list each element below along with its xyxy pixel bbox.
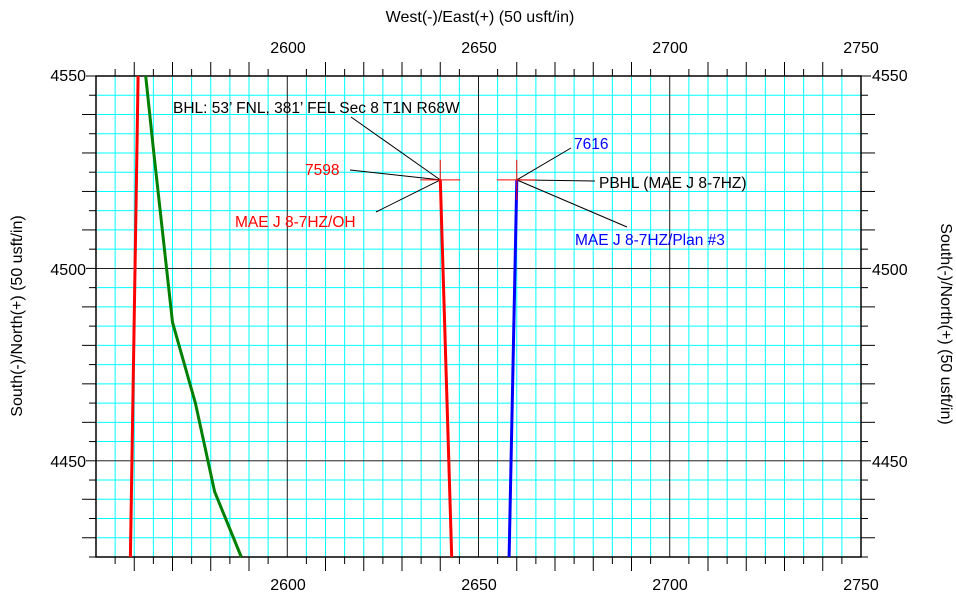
green-offset-well-line: [144, 75, 243, 558]
red-mae-j-oh-line: [438, 179, 454, 558]
x-tick-top-2600: 2600: [270, 40, 306, 57]
y-tick-left-4500: 4500: [50, 262, 86, 279]
blue-depth-leader: [516, 147, 572, 181]
red-offset-well-line: [128, 75, 140, 558]
x-tick-bottom-2600: 2600: [270, 577, 306, 594]
bhl-label: BHL: 53’ FNL, 381’ FEL Sec 8 T1N R68W: [173, 100, 460, 117]
pbhl-label: PBHL (MAE J 8-7HZ): [599, 175, 747, 192]
red-well-leader: [375, 179, 441, 213]
y-axis-title-left: South(-)/North(+) (50 usft/in): [9, 215, 26, 416]
x-axis-title: West(-)/East(+) (50 usft/in): [386, 9, 575, 26]
y-tick-right-4450: 4450: [872, 454, 908, 471]
y-tick-left-4550: 4550: [50, 68, 86, 85]
red-well-label: MAE J 8-7HZ/OH: [235, 214, 356, 231]
blue-plan3-line: [507, 179, 519, 558]
plot-frame: [95, 75, 862, 558]
y-tick-right-4500: 4500: [872, 262, 908, 279]
x-tick-bottom-2700: 2700: [652, 577, 688, 594]
x-tick-top-2650: 2650: [461, 40, 497, 57]
series-lines: [128, 75, 519, 558]
blue-well-label: MAE J 8-7HZ/Plan #3: [575, 232, 725, 249]
axis-ticks: [82, 62, 875, 571]
blue-well-leader: [516, 179, 628, 228]
y-axis-title-right: South(-)/North(+) (50 usft/in): [937, 223, 954, 424]
blue-depth-label: 7616: [574, 136, 608, 153]
red-depth-leader: [349, 169, 441, 181]
bhl-leader: [350, 116, 441, 181]
red-depth-label: 7598: [305, 162, 339, 179]
x-tick-bottom-2650: 2650: [461, 577, 497, 594]
y-tick-left-4450: 4450: [50, 454, 86, 471]
target-crosses: [420, 159, 537, 200]
x-tick-top-2750: 2750: [843, 40, 879, 57]
x-tick-bottom-2750: 2750: [843, 577, 879, 594]
y-tick-right-4550: 4550: [872, 68, 908, 85]
x-tick-top-2700: 2700: [652, 40, 688, 57]
